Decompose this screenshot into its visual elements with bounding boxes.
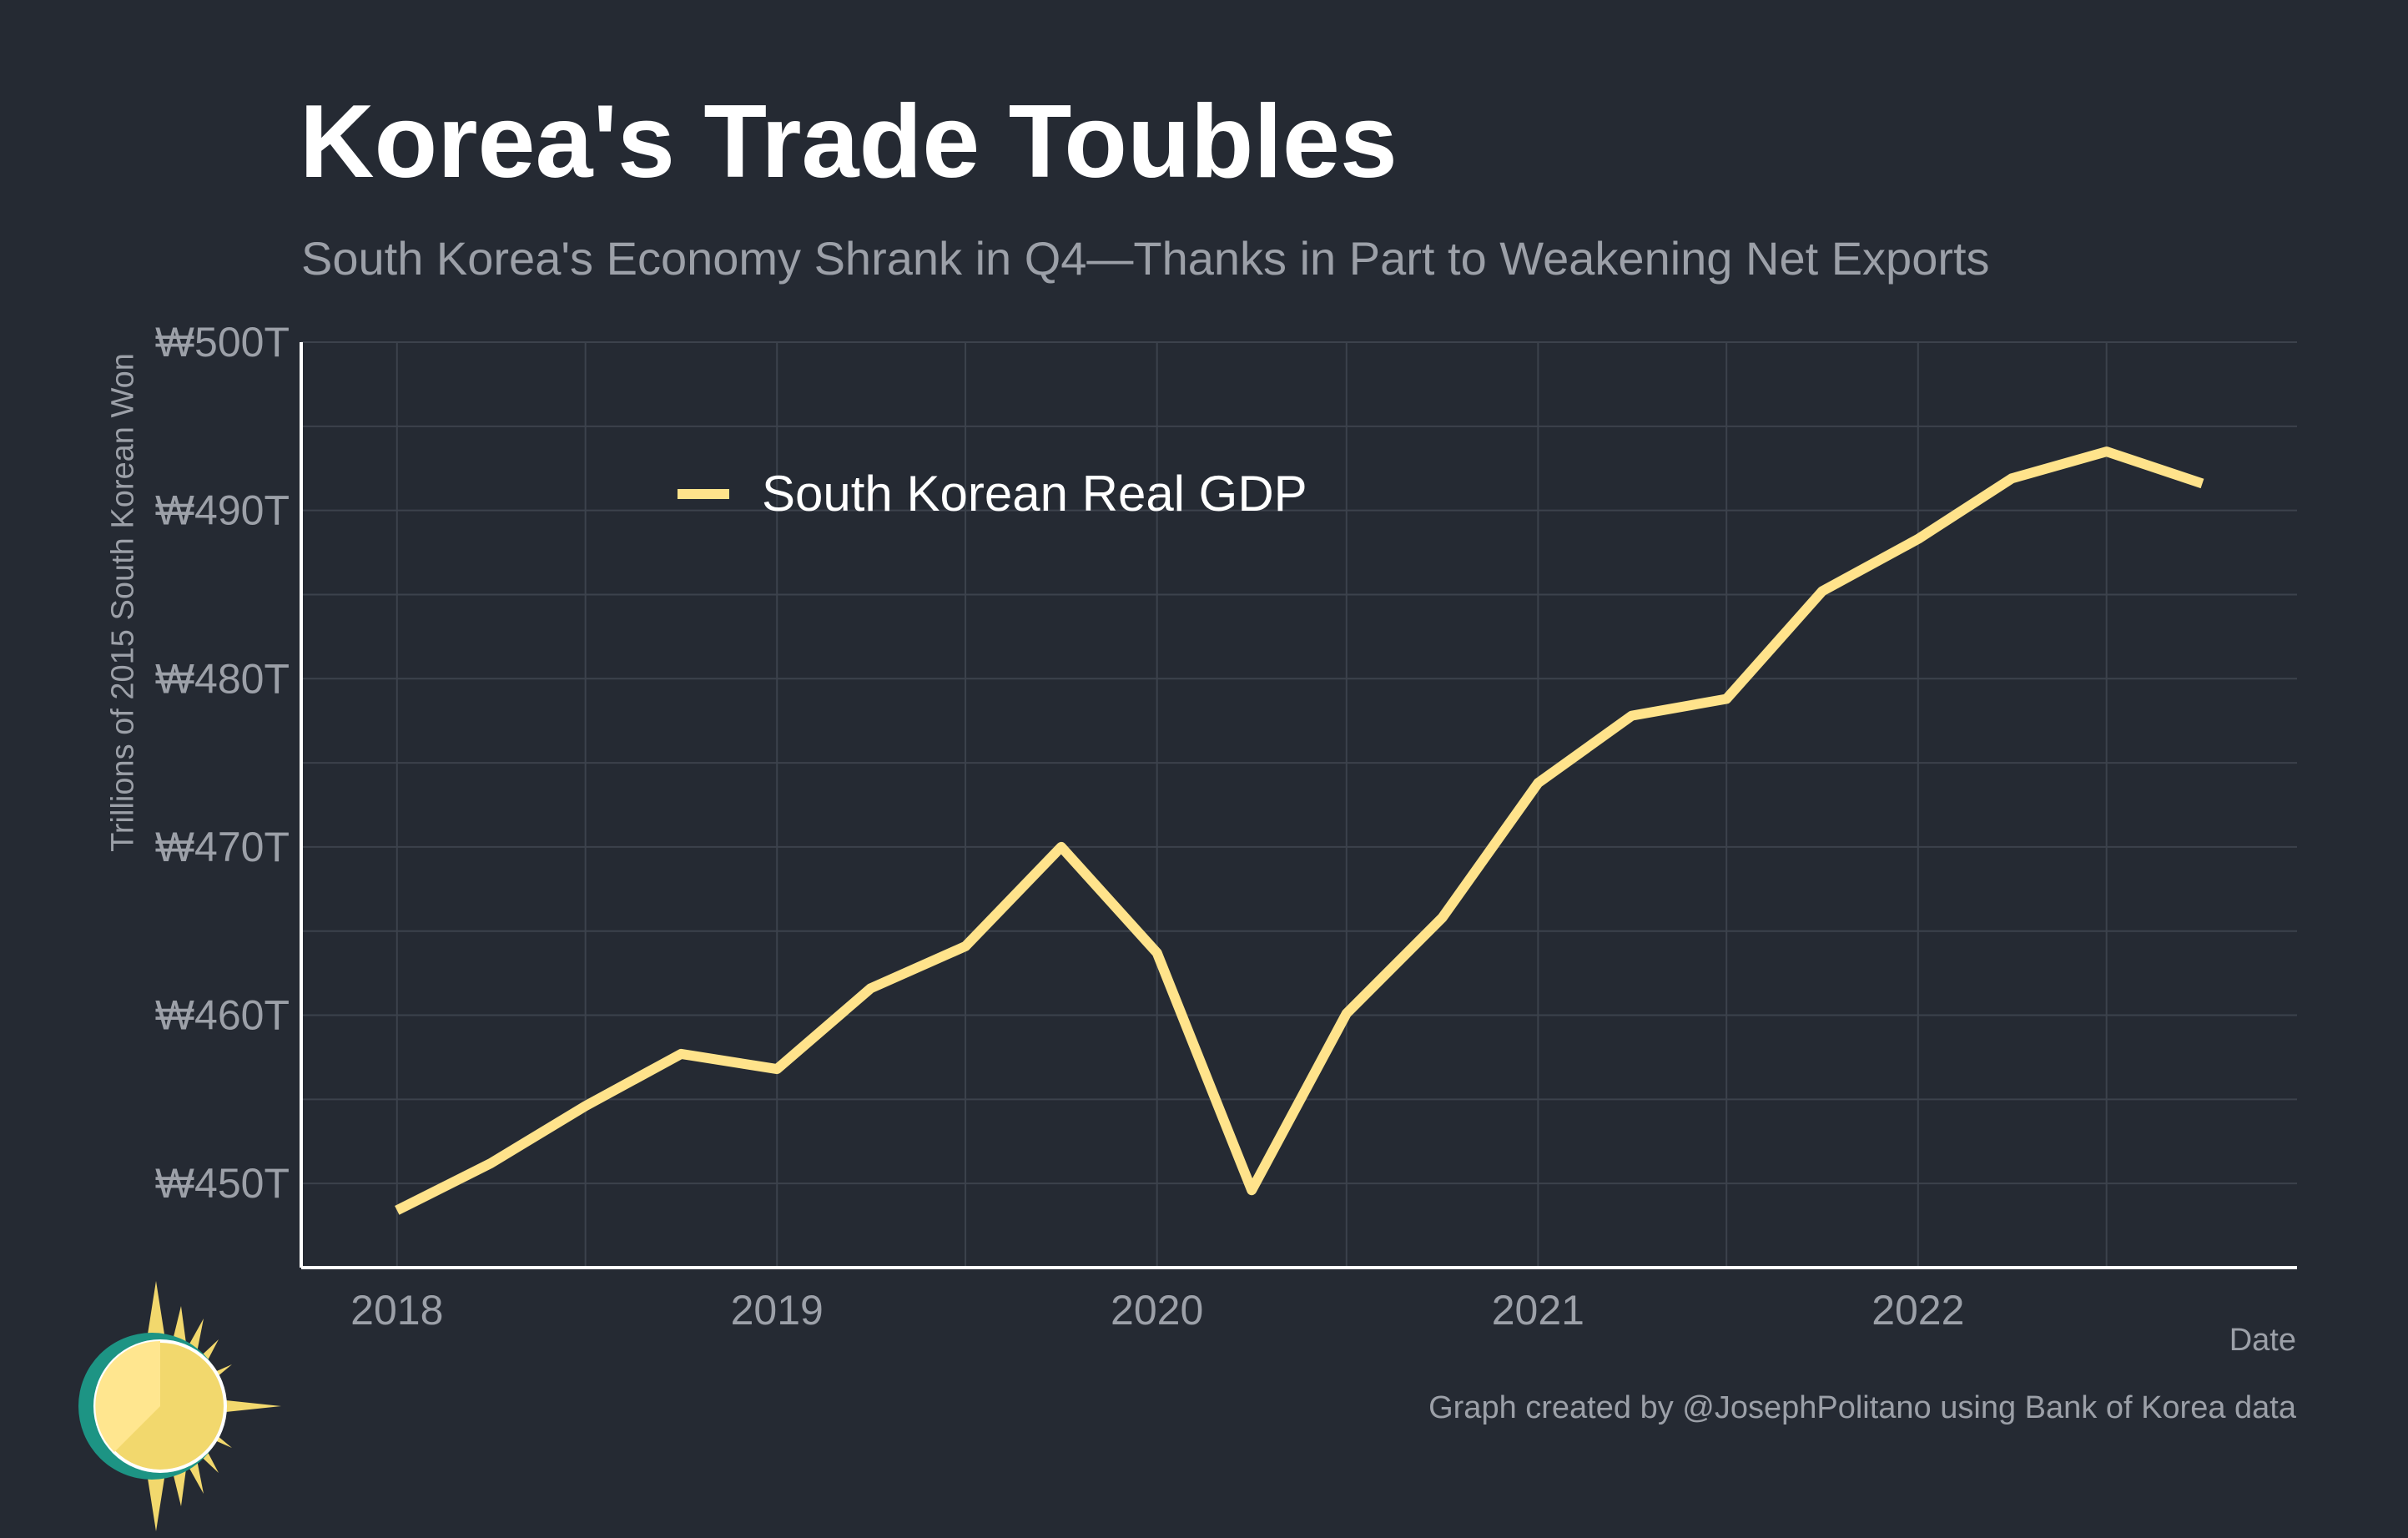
legend: South Korean Real GDP xyxy=(678,466,1307,522)
data-point xyxy=(1060,846,1061,847)
series-lines xyxy=(395,446,2204,1215)
data-point xyxy=(1346,1013,1347,1014)
data-point xyxy=(2202,483,2203,484)
data-point xyxy=(396,1210,397,1211)
chart-subtitle: South Korea's Economy Shrank in Q4—Thank… xyxy=(301,232,1990,285)
y-tick-label: ₩470T xyxy=(155,824,290,870)
data-point xyxy=(965,945,966,946)
y-tick-label: ₩450T xyxy=(155,1160,290,1207)
x-tick-label: 2022 xyxy=(1871,1287,1964,1334)
source-caption: Graph created by @JosephPolitano using B… xyxy=(1428,1390,2296,1425)
axes xyxy=(300,342,2297,1269)
data-point xyxy=(2106,451,2107,452)
data-point xyxy=(1822,591,1823,592)
data-point xyxy=(585,1106,586,1107)
x-tick-label: 2018 xyxy=(350,1287,443,1334)
x-axis-title: Date xyxy=(2229,1323,2296,1358)
y-tick-label: ₩490T xyxy=(155,487,290,534)
y-axis-title: Trillions of 2015 South Korean Won xyxy=(105,353,141,852)
series-line xyxy=(395,446,2204,1215)
data-point xyxy=(1726,698,1727,699)
x-tick-label: 2020 xyxy=(1111,1287,1203,1334)
data-point xyxy=(1156,952,1157,953)
grid-lines xyxy=(301,341,2297,1268)
data-point xyxy=(1631,715,1632,716)
data-point xyxy=(2012,478,2013,479)
tick-labels: ₩450T ₩460T ₩470T ₩480T ₩490T ₩500T 2018 2019 20… xyxy=(155,319,1965,1334)
y-tick-label: ₩500T xyxy=(155,319,290,366)
legend-label: South Korean Real GDP xyxy=(762,466,1307,522)
data-point xyxy=(1442,917,1443,918)
data-point xyxy=(1917,538,1918,539)
data-point xyxy=(777,1069,778,1070)
x-tick-label: 2021 xyxy=(1492,1287,1584,1334)
y-tick-label: ₩480T xyxy=(155,655,290,702)
data-point xyxy=(870,988,871,989)
x-tick-label: 2019 xyxy=(731,1287,824,1334)
y-tick-label: ₩460T xyxy=(155,992,290,1039)
chart-title: Korea's Trade Toubles xyxy=(300,84,1398,199)
data-point xyxy=(1538,783,1539,784)
sun-logo-icon xyxy=(68,1281,285,1535)
data-point xyxy=(681,1053,682,1054)
